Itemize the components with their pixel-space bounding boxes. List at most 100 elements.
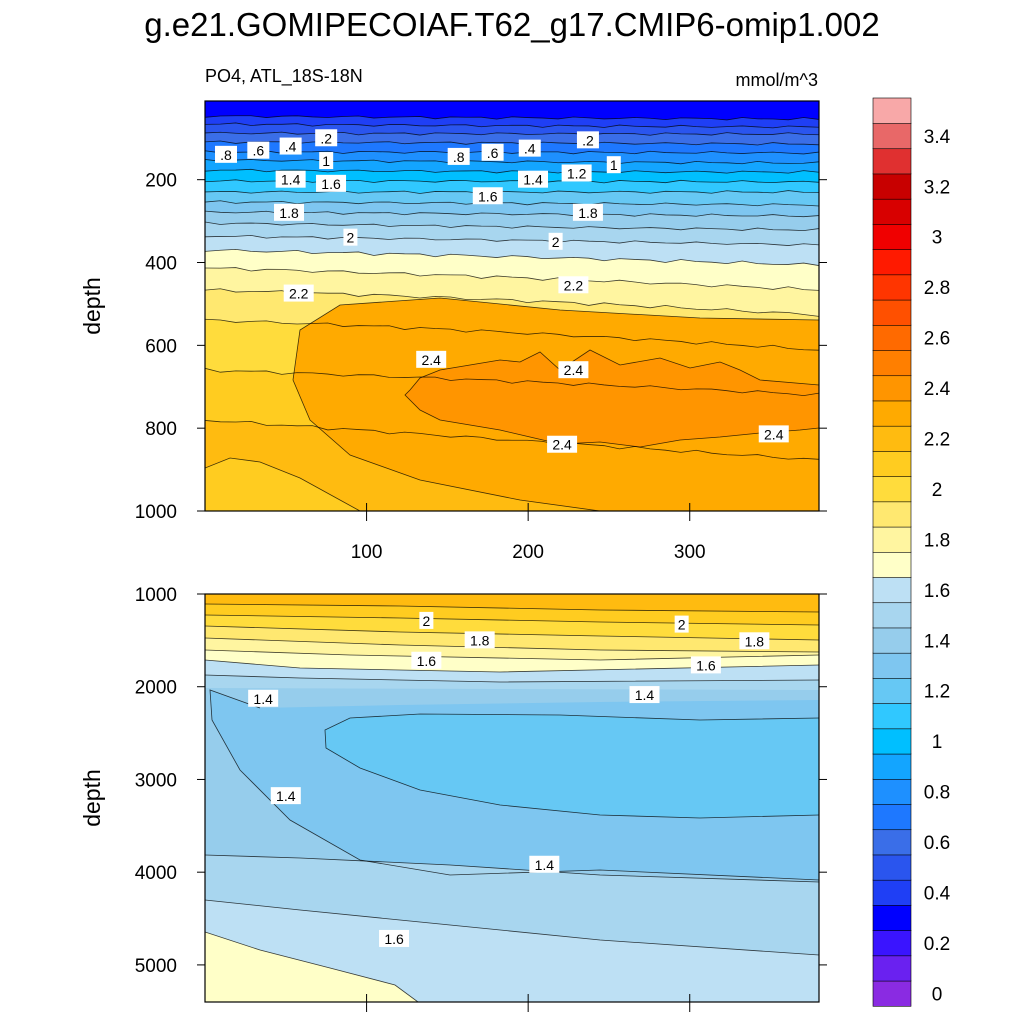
svg-text:1.4: 1.4 bbox=[253, 691, 273, 707]
upper-contour-label-9: 2.2 bbox=[283, 284, 314, 302]
upper-contour-line-14 bbox=[205, 248, 819, 266]
upper-contour-line-15 bbox=[205, 267, 819, 291]
upper-contour-line-10 bbox=[205, 200, 819, 207]
lower-contour-label-8: 1.4 bbox=[270, 787, 301, 805]
upper-y-axis-label: depth bbox=[79, 277, 105, 335]
upper-panel: PO4, ATL_18S-18N mmol/m^3 .2 .4 .6 .8 1 1.4 1.… bbox=[79, 66, 827, 563]
colorbar-swatch-13 bbox=[872, 652, 912, 679]
svg-text:1.6: 1.6 bbox=[478, 188, 498, 204]
upper-contour-label-4: 1 bbox=[319, 152, 334, 170]
colorbar-swatch-16 bbox=[872, 576, 912, 604]
upper-y-tick-label-1: 400 bbox=[145, 254, 177, 275]
upper-x-tick-label-2: 300 bbox=[674, 542, 706, 563]
colorbar-swatch-20 bbox=[872, 476, 912, 503]
lower-contour-line-1 bbox=[205, 603, 819, 613]
colorbar-swatch-11 bbox=[872, 703, 912, 730]
svg-text:1.4: 1.4 bbox=[535, 857, 555, 873]
svg-text:2.4: 2.4 bbox=[564, 362, 584, 378]
colorbar-swatch-17 bbox=[872, 551, 912, 578]
lower-y-axis-label: depth bbox=[79, 769, 105, 827]
colorbar-swatch-10 bbox=[872, 728, 912, 755]
colorbar-label-7: 1.4 bbox=[924, 631, 951, 652]
upper-contour-line-12 bbox=[205, 221, 819, 232]
colorbar-swatch-9 bbox=[872, 753, 912, 780]
svg-text:2.4: 2.4 bbox=[552, 437, 572, 453]
lower-contour-label-10: 1.6 bbox=[379, 929, 410, 947]
upper-contour-label-7: 1.8 bbox=[274, 203, 305, 221]
upper-right-title: mmol/m^3 bbox=[736, 70, 818, 90]
upper-contour-label-3: .8 bbox=[215, 145, 238, 163]
upper-contour-label-16: 1.4 bbox=[518, 170, 549, 188]
colorbar-swatch-15 bbox=[872, 602, 912, 629]
upper-contour-label-12: .6 bbox=[481, 143, 504, 161]
colorbar-label-16: 3.2 bbox=[924, 177, 950, 198]
colorbar-label-15: 3 bbox=[932, 228, 943, 249]
upper-x-tick-label-1: 200 bbox=[512, 542, 544, 563]
upper-core-2-4 bbox=[405, 350, 819, 447]
upper-contour-line-1 bbox=[205, 115, 819, 121]
colorbar-swatch-29 bbox=[872, 249, 912, 276]
upper-contour-label-10: .2 bbox=[576, 131, 599, 149]
lower-contour-label-6: 1.6 bbox=[690, 656, 721, 674]
colorbar-label-17: 3.4 bbox=[924, 127, 951, 148]
colorbar-label-2: 0.4 bbox=[924, 884, 951, 905]
upper-contour-line-11 bbox=[205, 210, 819, 218]
lower-contour-line-2 bbox=[205, 614, 819, 626]
svg-text:.4: .4 bbox=[285, 139, 297, 155]
svg-text:.2: .2 bbox=[582, 132, 594, 148]
lower-contour-label-0: 2 bbox=[419, 611, 434, 629]
colorbar-swatch-30 bbox=[872, 223, 912, 250]
colorbar-swatch-23 bbox=[872, 400, 912, 427]
colorbar-swatch-25 bbox=[872, 349, 912, 377]
upper-contour-label-5: 1.4 bbox=[275, 170, 306, 188]
upper-contour-label-15: 1 bbox=[606, 156, 621, 174]
lower-contour-line-6 bbox=[205, 659, 819, 673]
upper-y-tick-label-4: 1000 bbox=[135, 502, 177, 523]
lower-contour-deep-1 bbox=[205, 854, 819, 883]
svg-text:.2: .2 bbox=[320, 130, 332, 146]
colorbar-swatch-27 bbox=[872, 299, 912, 326]
lower-contour-line-7 bbox=[205, 674, 819, 683]
lower-contour-deep-2 bbox=[205, 899, 819, 956]
upper-contour-label-6: 1.6 bbox=[316, 174, 347, 192]
colorbar-swatch-35 bbox=[872, 97, 912, 124]
upper-contour-2-4-core bbox=[404, 349, 819, 448]
upper-plot-frame bbox=[204, 100, 820, 512]
svg-text:2.4: 2.4 bbox=[764, 426, 784, 442]
colorbar-label-10: 2 bbox=[932, 480, 943, 501]
upper-contour-line-19 bbox=[205, 420, 819, 460]
svg-text:2.2: 2.2 bbox=[289, 286, 309, 302]
lower-contour-label-5: 1.8 bbox=[739, 632, 770, 650]
colorbar-label-4: 0.8 bbox=[924, 783, 950, 804]
lower-contour-line-3 bbox=[205, 625, 819, 641]
lower-contour-lines bbox=[205, 603, 819, 1002]
upper-contour-lower-left bbox=[205, 457, 361, 511]
colorbar-swatch-2 bbox=[872, 930, 912, 957]
svg-text:1.8: 1.8 bbox=[279, 205, 299, 221]
upper-contour-label-2: .6 bbox=[247, 141, 270, 159]
upper-contour-label-20: 2.2 bbox=[558, 276, 589, 294]
colorbar-swatch-3 bbox=[872, 904, 912, 931]
upper-left-title: PO4, ATL_18S-18N bbox=[205, 66, 363, 87]
lower-y-tick-label-4: 5000 bbox=[135, 956, 177, 977]
svg-text:2.4: 2.4 bbox=[421, 352, 441, 368]
figure-title: g.e21.GOMIPECOIAF.T62_g17.CMIP6-omip1.00… bbox=[144, 6, 880, 43]
lower-contour-label-7: 1.4 bbox=[629, 686, 660, 704]
colorbar-label-3: 0.6 bbox=[924, 833, 950, 854]
upper-contour-label-8: 2 bbox=[343, 228, 358, 246]
svg-text:.8: .8 bbox=[453, 149, 465, 165]
colorbar-swatch-6 bbox=[872, 829, 912, 856]
upper-contour-label-14: 1.2 bbox=[561, 164, 592, 182]
svg-text:1.8: 1.8 bbox=[578, 205, 598, 221]
upper-contour-fills bbox=[205, 101, 819, 511]
colorbar-swatch-14 bbox=[872, 627, 912, 654]
colorbar-swatch-32 bbox=[872, 173, 912, 200]
colorbar-label-8: 1.6 bbox=[924, 581, 950, 602]
colorbar-swatch-26 bbox=[872, 324, 912, 351]
colorbar-swatch-4 bbox=[872, 879, 912, 906]
svg-text:1.2: 1.2 bbox=[567, 165, 587, 181]
lower-y-tick-label-3: 4000 bbox=[135, 863, 177, 884]
lower-contour-corner bbox=[205, 931, 419, 1002]
upper-contour-lines bbox=[205, 115, 819, 511]
